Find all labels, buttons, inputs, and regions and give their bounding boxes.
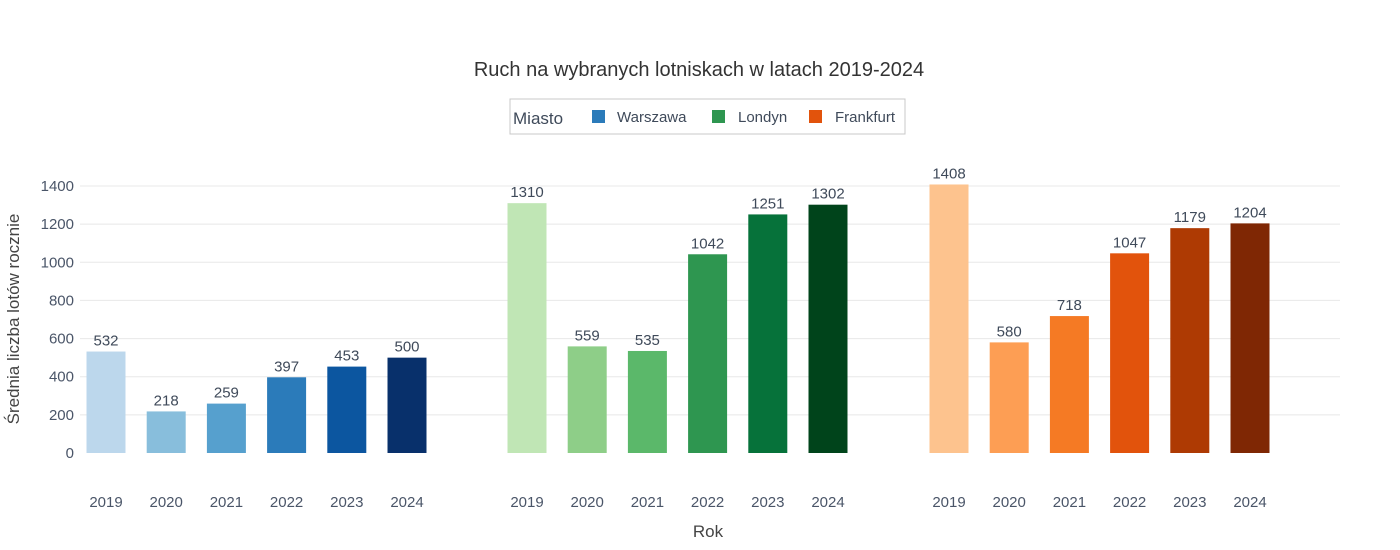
bar-value-label: 1047 [1113,234,1146,251]
bar-value-label: 259 [214,385,239,402]
chart-title: Ruch na wybranych lotniskach w latach 20… [474,59,924,81]
bar-value-label: 1042 [691,235,724,252]
x-tick-label: 2019 [89,494,122,511]
bar-londyn-2022 [688,254,728,453]
bar-frankfurt-2023 [1170,228,1210,453]
legend-label-warszawa: Warszawa [617,109,687,126]
bar-londyn-2020 [567,346,607,453]
bar-value-label: 1204 [1233,204,1266,221]
legend-box [509,98,906,135]
bar-warszawa-2021 [206,403,246,453]
legend-swatch-frankfurt [809,110,822,123]
bar-warszawa-2019 [86,351,126,453]
x-tick-label: 2023 [1173,494,1206,511]
bar-frankfurt-2019 [929,184,969,453]
bar-value-label: 535 [635,332,660,349]
y-axis-ticks: 0 200 400 600 800 1000 1200 1400 [41,178,74,462]
x-tick-label: 2020 [150,494,183,511]
y-tick-label: 1200 [41,216,74,233]
x-tick-label: 2021 [631,494,664,511]
x-tick-label: 2022 [270,494,303,511]
x-tick-label: 2023 [330,494,363,511]
x-tick-label: 2022 [691,494,724,511]
bar-frankfurt-2020 [989,342,1029,453]
x-tick-label: 2024 [1233,494,1266,511]
y-tick-label: 1400 [41,178,74,195]
y-tick-label: 200 [49,407,74,424]
x-tick-label: 2022 [1113,494,1146,511]
bar-frankfurt-2024 [1230,223,1270,453]
x-tick-label: 2021 [210,494,243,511]
x-tick-label: 2024 [390,494,423,511]
bar-londyn-2024 [808,204,848,453]
bar-value-label: 218 [154,392,179,409]
x-tick-label: 2023 [751,494,784,511]
y-tick-label: 0 [66,445,74,462]
bar-value-label: 453 [334,348,359,365]
legend-label-londyn: Londyn [738,109,787,126]
bar-frankfurt-2021 [1049,316,1089,453]
bar-londyn-2023 [748,214,788,453]
bar-warszawa-2024 [387,357,427,453]
bar-londyn-2019 [507,203,547,453]
bar-value-label: 532 [93,333,118,350]
x-axis-title: Rok [693,522,724,541]
bar-value-label: 580 [997,323,1022,340]
bar-value-label: 1179 [1174,209,1206,226]
x-axis-ticks: 2019 2020 2021 2022 2023 2024 2019 2020 2021 2022… [89,494,1266,511]
bar-frankfurt-2022 [1110,253,1150,453]
bars [86,184,1270,453]
y-tick-label: 400 [49,369,74,386]
y-tick-label: 1000 [41,254,74,271]
bar-value-label: 559 [575,327,600,344]
bar-londyn-2021 [627,350,667,453]
x-tick-label: 2020 [571,494,604,511]
x-tick-label: 2024 [811,494,844,511]
legend-title: Miasto [513,109,563,128]
legend: Miasto Warszawa Londyn Frankfurt [509,98,906,135]
y-axis-title: Średnia liczba lotów rocznie [4,214,23,425]
legend-swatch-warszawa [592,110,605,123]
bar-warszawa-2022 [267,377,307,453]
bar-value-label: 397 [274,358,299,375]
x-tick-label: 2019 [932,494,965,511]
bar-labels: 532 218 259 397 453 500 1310 559 535 1042 1251 1302… [93,165,1266,409]
y-tick-label: 600 [49,331,74,348]
bar-value-label: 718 [1057,297,1082,314]
x-tick-label: 2019 [510,494,543,511]
y-tick-label: 800 [49,292,74,309]
bar-value-label: 1302 [811,186,844,203]
x-tick-label: 2020 [993,494,1026,511]
bar-value-label: 500 [394,339,419,356]
bar-warszawa-2023 [327,366,367,453]
legend-label-frankfurt: Frankfurt [835,109,896,126]
legend-swatch-londyn [712,110,725,123]
bar-value-label: 1408 [932,165,965,182]
bar-warszawa-2020 [146,411,186,453]
x-tick-label: 2021 [1053,494,1086,511]
bar-value-label: 1310 [510,184,543,201]
bar-value-label: 1251 [751,195,784,212]
